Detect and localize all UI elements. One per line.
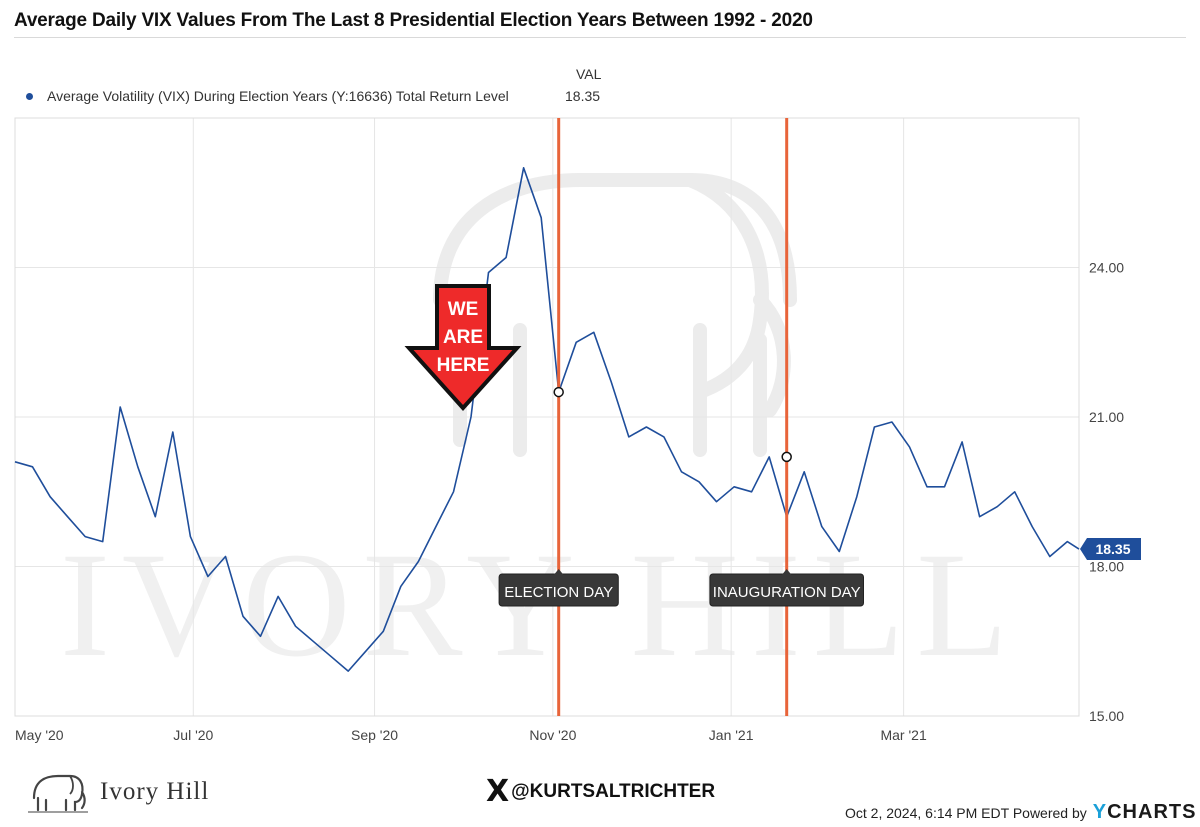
legend-series-value: 18.35 xyxy=(565,88,601,104)
x-tick-label: Jan '21 xyxy=(709,727,754,743)
legend-series-dot-icon xyxy=(26,92,33,100)
arrow-text-line: WE xyxy=(448,299,479,320)
y-axis-ticks: 15.00 18.00 21.00 24.00 xyxy=(1089,260,1124,725)
series-line-vix[interactable] xyxy=(14,167,1080,672)
inauguration-day-label: INAUGURATION DAY xyxy=(709,569,864,607)
ycharts-brand-y: Y xyxy=(1092,801,1108,823)
ycharts-brand[interactable]: YCHARTS xyxy=(1093,801,1197,824)
last-value-badge-box xyxy=(1080,538,1141,561)
x-tick-label: Sep '20 xyxy=(351,727,398,743)
event-markers: ELECTION DAY INAUGURATION DAY xyxy=(498,118,864,716)
y-tick-label: 18.00 xyxy=(1089,559,1124,575)
last-value-badge: 18.35 xyxy=(1080,538,1141,561)
plot-border xyxy=(14,117,1080,717)
watermark-elephant-trunk xyxy=(753,293,791,417)
x-tick-label: Nov '20 xyxy=(529,727,576,743)
legend-series-label: Average Volatility (VIX) During Election… xyxy=(47,88,509,104)
last-value-badge-text: 18.35 xyxy=(1095,541,1130,557)
handle-text: @KURTSALTRICHTER xyxy=(511,780,716,802)
legend-column-header: VAL xyxy=(576,66,602,82)
x-tick-label: May '20 xyxy=(15,727,64,743)
inauguration-day-point xyxy=(781,451,792,463)
plot-frame xyxy=(14,117,1080,717)
arrow-text-line: ARE xyxy=(443,327,483,348)
footer-logo[interactable]: Ivory Hill xyxy=(28,770,209,814)
timestamp-text: Oct 2, 2024, 6:14 PM EDT Powered by xyxy=(845,804,1087,821)
chart-title: Average Daily VIX Values From The Last 8… xyxy=(14,10,813,31)
elephant-logo-icon xyxy=(28,774,88,813)
election-day-label-text: ELECTION DAY xyxy=(504,584,613,601)
legend-entry[interactable]: Average Volatility (VIX) During Election… xyxy=(26,88,509,104)
election-day-label-pointer xyxy=(553,569,564,575)
watermark-elephant-back xyxy=(433,173,797,307)
title-divider xyxy=(14,37,1186,38)
x-tick-label: Mar '21 xyxy=(880,727,926,743)
series-points xyxy=(14,167,1080,672)
election-day-point xyxy=(553,386,564,398)
x-logo-icon: X xyxy=(486,774,510,809)
inauguration-day-label-pointer xyxy=(781,569,792,575)
footer-logo-text: Ivory Hill xyxy=(100,778,210,805)
inauguration-day-label-text: INAUGURATION DAY xyxy=(713,584,861,601)
y-tick-label: 21.00 xyxy=(1089,409,1124,425)
election-day-label: ELECTION DAY xyxy=(498,569,619,607)
ycharts-brand-rest: CHARTS xyxy=(1107,801,1197,823)
y-tick-label: 15.00 xyxy=(1089,708,1124,724)
ivory-hill-watermark: IVORY HILL xyxy=(60,173,1008,688)
footer-timestamp: Oct 2, 2024, 6:14 PM EDT Powered by YCHA… xyxy=(845,801,1196,824)
arrow-text-line: HERE xyxy=(437,355,490,376)
arrow-shape xyxy=(404,284,522,411)
x-tick-label: Jul '20 xyxy=(173,727,213,743)
we-are-here-arrow: WE ARE HERE xyxy=(404,284,522,411)
social-handle[interactable]: X @KURTSALTRICHTER xyxy=(486,774,715,809)
x-axis-ticks: May '20 Jul '20 Sep '20 Nov '20 Jan '21 Mar '… xyxy=(15,727,927,743)
y-tick-label: 24.00 xyxy=(1089,260,1124,276)
